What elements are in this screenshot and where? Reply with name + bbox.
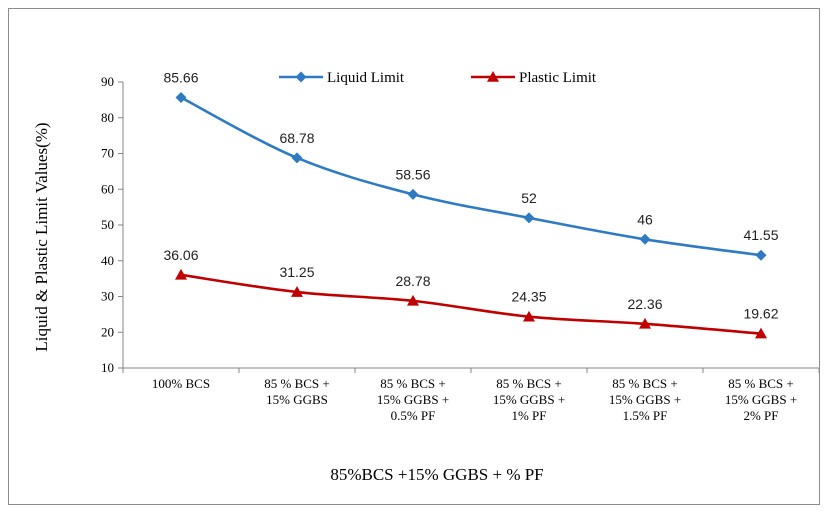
liquid-limit-line <box>180 96 762 257</box>
x-tick-label: 85 % BCS +15% GGBS +0.5% PF <box>377 376 449 423</box>
liquid-limit-data-label: 41.55 <box>743 227 778 243</box>
plastic-limit-point <box>639 317 651 329</box>
y-tick-label: 70 <box>101 146 114 161</box>
liquid-limit-data-label: 68.78 <box>279 130 314 146</box>
legend: Liquid Limit Plastic Limit <box>279 70 597 86</box>
y-tick-label: 50 <box>101 217 114 232</box>
liquid-limit-point <box>755 249 767 261</box>
y-tick-label: 40 <box>101 253 114 268</box>
plastic-limit-point <box>175 268 187 280</box>
x-tick-label: 85 % BCS +15% GGBS +2% PF <box>725 376 797 423</box>
plastic-limit-point <box>291 286 303 297</box>
y-tick-label: 60 <box>101 181 114 196</box>
legend-plastic-limit-label: Plastic Limit <box>519 70 597 86</box>
x-axis-ticks: 100% BCS 85 % BCS +15% GGBS 85 % BCS +15% … <box>122 368 819 423</box>
y-tick-label: 90 <box>101 74 114 89</box>
y-tick-label: 80 <box>101 110 114 125</box>
x-tick-label: 85 % BCS +15% GGBS +1% PF <box>493 376 565 423</box>
liquid-limit-point <box>523 212 535 224</box>
plastic-limit-data-label: 28.78 <box>395 273 430 289</box>
liquid-limit-point <box>639 233 651 245</box>
series-layer <box>175 92 767 339</box>
x-tick-label: 85 % BCS +15% GGBS +1.5% PF <box>609 376 681 423</box>
plastic-limit-point <box>523 310 535 322</box>
plastic-limit-point <box>407 294 419 306</box>
data-labels: 85.66 68.78 58.56 52 46 41.55 36.06 31.25 28.78 2… <box>163 70 778 322</box>
x-axis-title: 85%BCS +15% GGBS + % PF <box>330 465 543 484</box>
legend-liquid-limit-label: Liquid Limit <box>327 70 405 86</box>
y-tick-label: 10 <box>101 360 114 375</box>
plastic-limit-data-label: 22.36 <box>627 296 662 312</box>
liquid-limit-data-label: 58.56 <box>395 166 430 182</box>
legend-liquid-limit-marker <box>295 71 307 83</box>
x-tick-label: 85 % BCS +15% GGBS <box>264 376 329 407</box>
y-axis-title: Liquid & Plastic Limit Values(%) <box>32 122 51 351</box>
y-tick-label: 30 <box>101 289 114 304</box>
line-chart: 10 20 30 40 50 60 70 80 90 100% BCS 85 % BCS +15%… <box>32 70 819 484</box>
plastic-limit-data-label: 31.25 <box>279 264 314 280</box>
plastic-limit-line <box>180 273 762 335</box>
plastic-limit-data-label: 19.62 <box>743 306 778 322</box>
liquid-limit-point <box>291 152 303 164</box>
plastic-limit-point <box>755 327 767 339</box>
x-tick-label: 100% BCS <box>152 376 210 391</box>
liquid-limit-data-label: 85.66 <box>163 70 198 86</box>
y-axis-ticks: 10 20 30 40 50 60 70 80 90 <box>101 74 123 375</box>
plastic-limit-data-label: 36.06 <box>163 247 198 263</box>
liquid-limit-point <box>407 188 419 200</box>
chart-frame: 10 20 30 40 50 60 70 80 90 100% BCS 85 % BCS +15%… <box>8 8 820 505</box>
y-tick-label: 20 <box>101 324 114 339</box>
liquid-limit-data-label: 52 <box>521 190 537 206</box>
legend-plastic-limit-marker <box>487 71 499 82</box>
liquid-limit-point <box>175 92 187 104</box>
plastic-limit-data-label: 24.35 <box>511 289 546 305</box>
liquid-limit-data-label: 46 <box>637 211 653 227</box>
